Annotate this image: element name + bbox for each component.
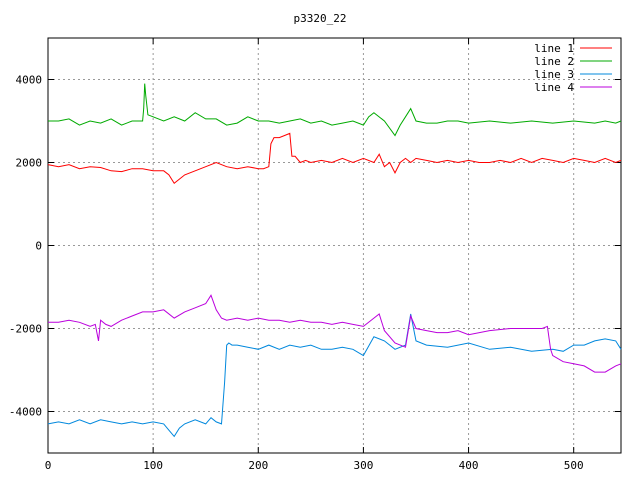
x-tick-label: 200: [248, 459, 268, 472]
y-axis-ticks: -4000 -2000 0 2000 4000: [9, 74, 621, 419]
series-line-4: [48, 294, 622, 373]
chart-title: p3320_22: [294, 12, 347, 25]
y-tick-label: 2000: [16, 157, 43, 170]
series-group: [47, 83, 622, 438]
x-tick-label: 500: [564, 459, 584, 472]
legend-label-3: line 3: [534, 68, 574, 81]
legend-label-4: line 4: [534, 81, 574, 94]
y-tick-label: 4000: [16, 74, 43, 87]
x-tick-label: 400: [459, 459, 479, 472]
x-tick-label: 0: [45, 459, 52, 472]
series-line-2: [48, 83, 622, 137]
y-tick-label: 0: [35, 240, 42, 253]
y-tick-label: -4000: [9, 406, 42, 419]
series-line-1: [47, 132, 622, 185]
y-tick-label: -2000: [9, 323, 42, 336]
x-tick-label: 300: [353, 459, 373, 472]
legend-label-2: line 2: [534, 55, 574, 68]
x-axis-ticks: 0 100 200 300 400 500: [45, 38, 584, 472]
grid: [48, 38, 621, 453]
legend-label-1: line 1: [534, 42, 574, 55]
x-tick-label: 100: [143, 459, 163, 472]
series-line-3: [47, 313, 622, 438]
